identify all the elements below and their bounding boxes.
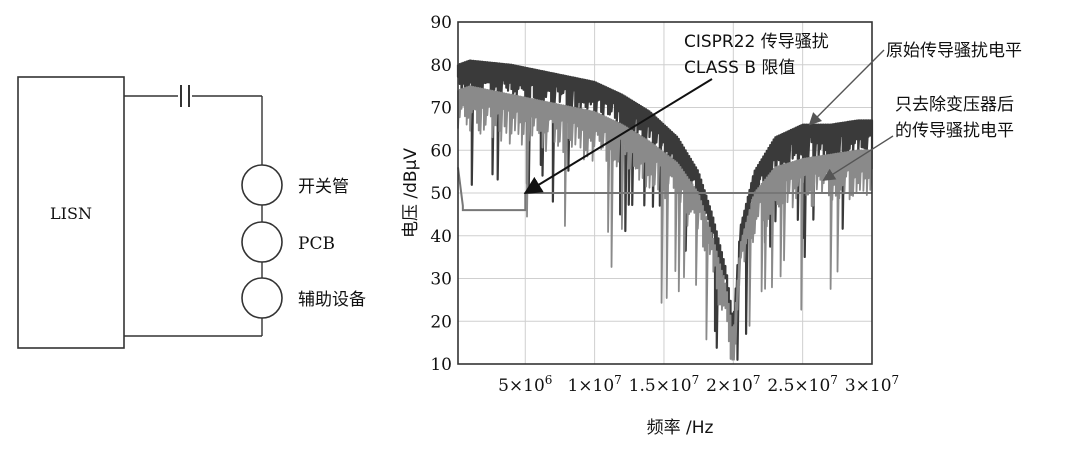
y-tick-label: 60 <box>430 141 452 161</box>
annotation-line: 只去除变压器后 <box>895 95 1014 115</box>
annotation-text: 只去除变压器后的传导骚扰电平 <box>895 95 1014 141</box>
x-tick-label: 5×106 <box>498 373 552 396</box>
lisn-label: LISN <box>50 204 92 223</box>
annotation-arrow <box>808 49 885 126</box>
circuit-diagram: LISN 开关管 PCB 辅助设备 <box>17 76 366 349</box>
y-tick-label: 80 <box>430 56 452 76</box>
component-label-aux: 辅助设备 <box>298 290 366 310</box>
y-tick-label: 70 <box>430 99 452 119</box>
component-switch <box>241 164 283 206</box>
y-tick-label: 40 <box>430 227 452 247</box>
annotation-arrow <box>523 78 713 194</box>
x-axis-label: 频率 /Hz <box>647 418 714 438</box>
y-ticks: 10 20 30 40 50 60 70 80 90 <box>430 13 452 375</box>
x-ticks: 5×106 1×107 1.5×107 2×107 2.5×107 3×107 <box>498 373 899 396</box>
component-aux <box>241 277 283 319</box>
component-label-switch: 开关管 <box>298 177 349 197</box>
series-filtered <box>457 85 873 361</box>
lisn-box <box>17 76 125 349</box>
chart: 10 20 30 40 50 60 70 80 90 5×106 1×107 1.5×107 2×10… <box>401 13 1022 438</box>
limit-layer <box>457 167 872 212</box>
annotation-text: 原始传导骚扰电平 <box>886 41 1022 61</box>
annotation-line: 原始传导骚扰电平 <box>886 41 1022 61</box>
x-tick-label: 2×107 <box>706 373 760 396</box>
limit-line <box>457 167 872 212</box>
component-pcb <box>241 221 283 263</box>
annotation-line: CISPR22 传导骚扰 <box>684 32 829 52</box>
annotation-line: 的传导骚扰电平 <box>895 121 1014 141</box>
y-tick-label: 50 <box>430 184 452 204</box>
component-label-pcb: PCB <box>298 234 335 254</box>
annotation-text: CISPR22 传导骚扰 CLASS B 限值 <box>684 32 829 78</box>
y-tick-label: 30 <box>430 270 452 290</box>
y-axis-label: 电压 /dBμV <box>401 148 421 238</box>
y-tick-label: 10 <box>430 355 452 375</box>
x-tick-label: 3×107 <box>845 373 899 396</box>
annotation-arrow <box>822 135 894 181</box>
x-tick-label: 1×107 <box>567 373 621 396</box>
y-tick-label: 90 <box>430 13 452 33</box>
plot-frame <box>457 21 873 365</box>
annotation-line: CLASS B 限值 <box>684 58 795 78</box>
x-tick-label: 1.5×107 <box>629 373 700 396</box>
y-tick-label: 20 <box>430 312 452 332</box>
x-tick-label: 2.5×107 <box>767 373 838 396</box>
annotations: CISPR22 传导骚扰 CLASS B 限值原始传导骚扰电平只去除变压器后的传导… <box>523 32 1022 194</box>
series-layer <box>456 59 874 361</box>
